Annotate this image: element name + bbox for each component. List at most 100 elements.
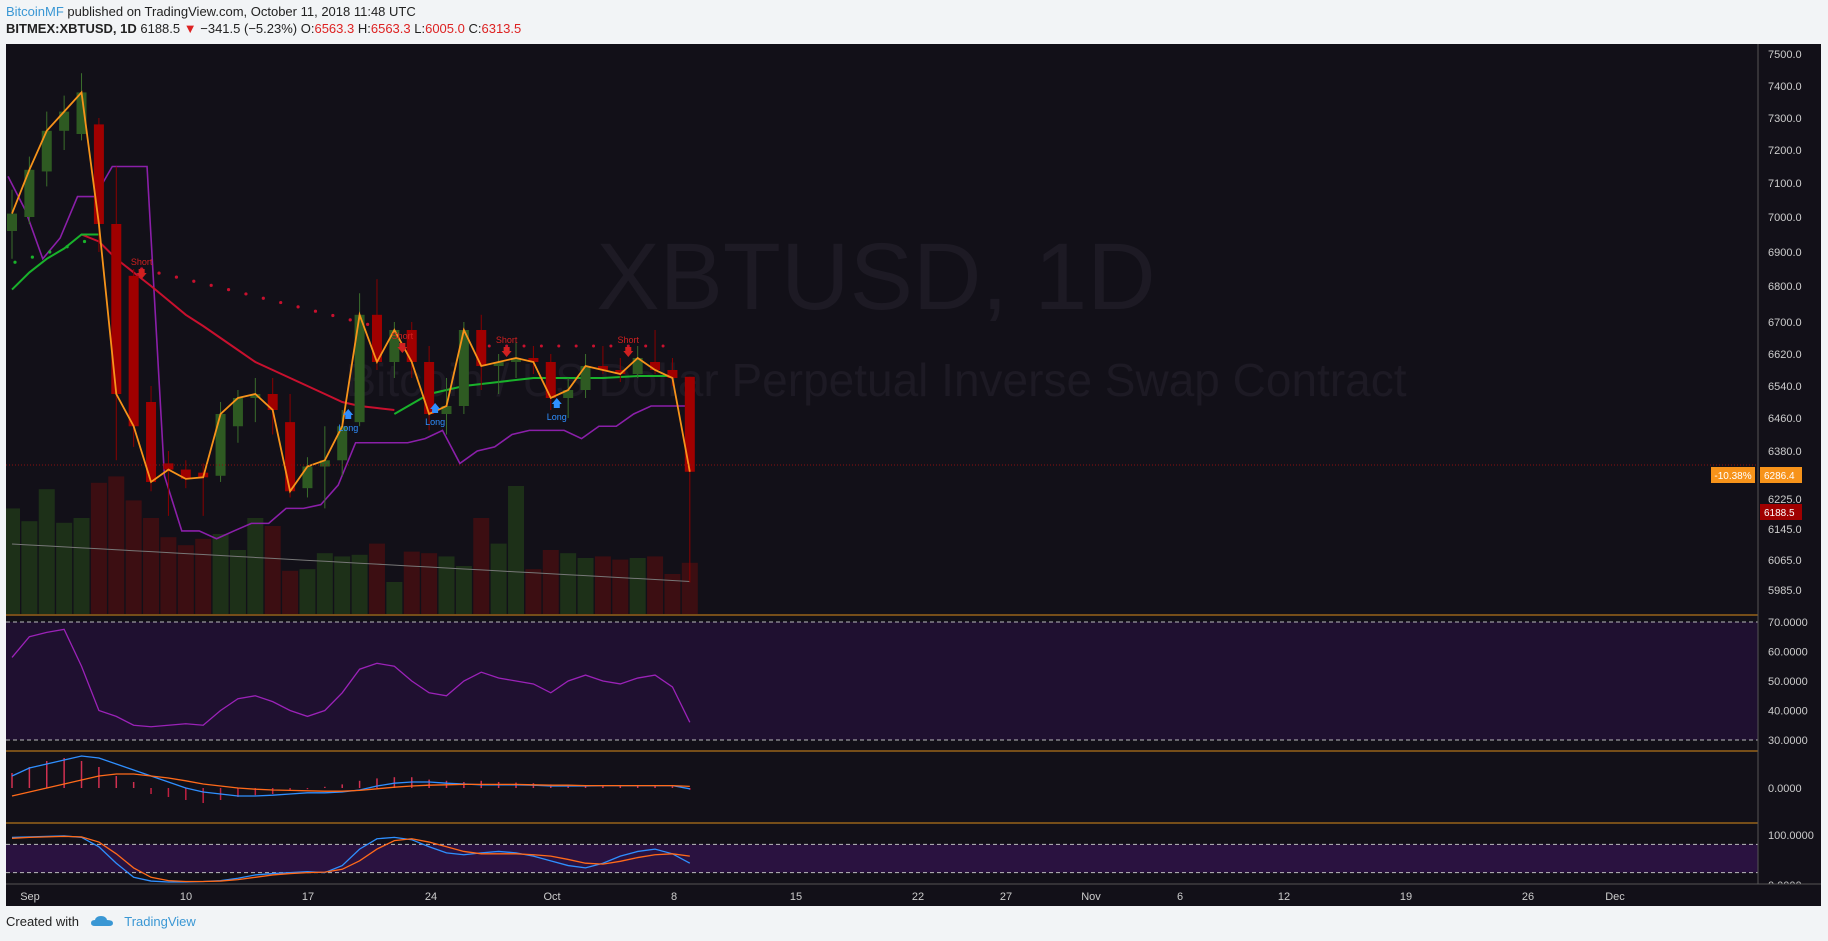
psar-dot — [157, 271, 161, 275]
volume-bar — [125, 500, 142, 614]
psar-dot — [226, 288, 231, 292]
rsi-tick-label: 70.0000 — [1768, 617, 1808, 629]
volume-bar — [282, 570, 299, 614]
open-label: O: — [300, 21, 315, 36]
watermark-title: XBTUSD, 1D — [596, 224, 1156, 330]
price-tick-label: 7100.0 — [1768, 178, 1802, 190]
candle-body — [493, 362, 504, 366]
psar-dot — [539, 344, 543, 348]
psar-dot — [13, 260, 17, 264]
created-with-text: Created with — [6, 914, 79, 929]
psar-dot — [244, 292, 248, 296]
candle-body — [302, 466, 313, 489]
psar-dot — [522, 344, 526, 348]
psar-dot — [661, 344, 665, 348]
volume-bar — [177, 545, 194, 614]
time-tick-label: 12 — [1278, 891, 1290, 903]
psar-dot — [279, 300, 283, 305]
candle-body — [406, 330, 417, 362]
price-tick-label: 6900.0 — [1768, 247, 1802, 259]
candle-body — [337, 426, 348, 461]
long-label: Long — [547, 412, 567, 422]
price-tick-label: 6065.0 — [1768, 555, 1802, 567]
volume-bar — [612, 559, 629, 614]
time-tick-label: 17 — [302, 891, 314, 903]
price-tick-label: 6145.0 — [1768, 524, 1802, 536]
psar-dot — [48, 250, 52, 254]
price-tick-label: 6620.0 — [1768, 349, 1802, 361]
volume-bar — [542, 550, 559, 614]
candle-body — [545, 362, 556, 398]
candle-body — [458, 330, 469, 406]
long-arrow-icon — [551, 398, 562, 408]
candle-body — [128, 275, 139, 427]
last-price: 6188.5 — [140, 21, 181, 36]
time-tick-label: 15 — [790, 891, 802, 903]
volume-bar — [560, 553, 577, 614]
volume-bar — [681, 562, 698, 614]
psar-dot — [644, 344, 648, 348]
price-tick-label: 7000.0 — [1768, 212, 1802, 224]
candle-body — [476, 330, 487, 366]
psar-dot — [209, 283, 213, 287]
volume-bar — [455, 566, 472, 614]
psar-dot — [487, 344, 491, 348]
candle-body — [76, 92, 87, 134]
volume-bar — [108, 476, 125, 614]
rsi-band — [6, 622, 1758, 740]
volume-bar — [4, 508, 20, 614]
time-tick-label: 24 — [425, 891, 437, 903]
volume-bar — [594, 556, 611, 614]
rsi-tick-label: 60.0000 — [1768, 647, 1808, 659]
long-arrow-icon — [430, 403, 441, 413]
symbol-ohlc-line: BITMEX:XBTUSD, 1D 6188.5 ▼ −341.5 (−5.23… — [6, 21, 521, 36]
candle-body — [285, 422, 296, 492]
publisher-link[interactable]: BitcoinMF — [6, 4, 64, 19]
candle-body — [563, 390, 574, 398]
volume-bar — [664, 574, 681, 614]
low-label: L: — [414, 21, 426, 36]
candle-body — [354, 314, 365, 423]
short-label: Short — [618, 335, 640, 345]
price-tick-label: 7200.0 — [1768, 145, 1802, 157]
volume-bar — [334, 556, 351, 614]
chart-area[interactable]: XBTUSD, 1D Bitcoin / US Dollar Perpetual … — [4, 44, 1821, 906]
time-tick-label: 10 — [180, 891, 192, 903]
symbol-label: BITMEX:XBTUSD, 1D — [6, 21, 137, 36]
chart-background — [6, 44, 1821, 906]
rsi-tick-label: 50.0000 — [1768, 676, 1808, 688]
psar-dot — [65, 245, 69, 249]
green-moving-average-2 — [393, 375, 673, 415]
rsi-line — [11, 628, 691, 728]
time-tick-label: Oct — [543, 891, 560, 903]
volume-bar — [525, 569, 542, 614]
long-label: Long — [425, 417, 445, 427]
short-arrow-icon — [136, 269, 147, 279]
price-tick-label: 6540.0 — [1768, 381, 1802, 393]
candle-body — [24, 169, 35, 217]
volume-bar — [351, 554, 368, 614]
macd-signal-line — [11, 773, 690, 797]
stoch-d-line — [11, 835, 690, 883]
price-tick-label: 6225.0 — [1768, 494, 1802, 506]
price-tick-label: 6800.0 — [1768, 281, 1802, 293]
candle-body — [389, 330, 400, 362]
volume-bar — [629, 558, 646, 614]
volume-bar — [143, 518, 160, 614]
candle-body — [59, 111, 70, 131]
candle-body — [250, 394, 261, 398]
candle-body — [441, 406, 452, 414]
psar-dot — [592, 344, 596, 348]
high-label: H: — [357, 21, 371, 36]
time-tick-label: 19 — [1400, 891, 1412, 903]
chart-svg[interactable]: XBTUSD, 1D Bitcoin / US Dollar Perpetual … — [4, 44, 1821, 906]
candle-body — [41, 130, 52, 172]
candle-body — [615, 370, 626, 374]
price-tick-label: 6380.0 — [1768, 446, 1802, 458]
time-tick-label: Nov — [1081, 891, 1101, 903]
price-tick-label: 7500.0 — [1768, 49, 1802, 61]
volume-bar — [647, 556, 664, 614]
tradingview-brand-link[interactable]: TradingView — [124, 914, 196, 929]
time-tick-label: 22 — [912, 891, 924, 903]
long-label: Long — [338, 423, 358, 433]
